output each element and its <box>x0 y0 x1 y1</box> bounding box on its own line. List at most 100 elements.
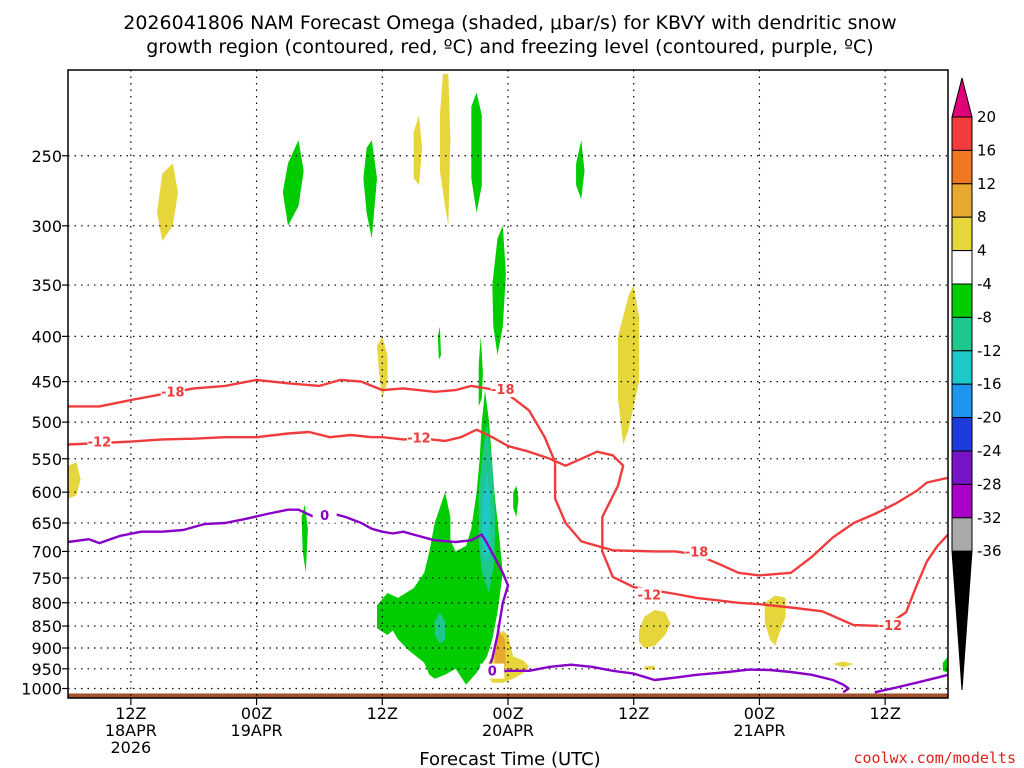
x-tick-label-0-0: 12Z <box>115 704 146 723</box>
omega-area-18 <box>513 485 519 517</box>
omega-area-24 <box>832 661 854 668</box>
colorbar-bin-14 <box>951 550 973 691</box>
contour-label-0-1: -18 <box>491 383 515 398</box>
ground <box>68 693 948 698</box>
omega-area-0 <box>157 163 178 241</box>
colorbar-bin-4 <box>951 216 973 252</box>
contour-label-1-1: -12 <box>407 432 431 447</box>
colorbar-bin-3 <box>951 183 973 218</box>
colorbar-label-3: 8 <box>977 208 987 226</box>
omega-area-10 <box>618 285 639 445</box>
x-tick-label-1-1: 19APR <box>231 721 283 740</box>
y-axis: 250 300 350 400 450 500 550 600 650 700 750 800 850 9… <box>21 147 68 699</box>
y-tick-label-350: 350 <box>31 276 62 295</box>
contour-lines: -18 -18 -18 -12 -12 -12 -12 0 0 <box>67 378 949 694</box>
omega-area-13 <box>377 390 503 685</box>
contour-label-bg <box>87 434 112 450</box>
omega-area-3 <box>413 115 423 186</box>
x-tick-label-5-0: 00Z <box>744 704 775 723</box>
omega-area-21 <box>639 609 671 648</box>
colorbar-label-13: -36 <box>977 542 1002 560</box>
omega-area-17 <box>434 612 446 644</box>
colorbar-bin-2 <box>951 149 973 185</box>
x-tick-label-4-0: 12Z <box>618 704 649 723</box>
y-tick-label-600: 600 <box>31 483 62 502</box>
colorbar-label-0: 20 <box>977 108 996 126</box>
y-tick-label-850: 850 <box>31 617 62 636</box>
contour-label-bg <box>406 430 431 446</box>
colorbar-bin-0 <box>951 77 973 118</box>
y-tick-label-500: 500 <box>31 413 62 432</box>
contour-label-bg <box>160 384 185 400</box>
y-tick-label-550: 550 <box>31 450 62 469</box>
y-tick-label-300: 300 <box>31 217 62 236</box>
colorbar-label-7: -12 <box>977 342 1002 360</box>
colorbar-bin-1 <box>951 116 973 151</box>
colorbar-bin-13 <box>951 517 973 552</box>
colorbar-bin-12 <box>951 483 973 519</box>
y-tick-label-750: 750 <box>31 569 62 588</box>
y-tick-label-950: 950 <box>31 660 62 679</box>
x-tick-label-0-2: 2026 <box>110 738 151 757</box>
contour-label-2-0: 0 <box>320 509 329 524</box>
contour-label-bg <box>878 618 903 634</box>
omega-area-9 <box>437 326 441 360</box>
x-tick-label-2-0: 12Z <box>367 704 398 723</box>
omega-shading <box>68 73 948 685</box>
x-tick-label-5-1: 21APR <box>733 721 785 740</box>
colorbar-label-11: -28 <box>977 475 1002 493</box>
contour-line-0 <box>68 378 949 577</box>
chart-title-line-1: 2026041806 NAM Forecast Omega (shaded, μ… <box>123 12 896 34</box>
contour-label-bg <box>684 544 709 560</box>
colorbar-bin-7 <box>951 316 973 352</box>
omega-area-23 <box>764 595 786 646</box>
contour-label-2-1: 0 <box>488 665 497 680</box>
colorbar-label-12: -32 <box>977 509 1002 527</box>
contour-label-bg <box>480 663 505 679</box>
x-tick-label-6-0: 12Z <box>869 704 900 723</box>
contour-label-0-0: -18 <box>161 386 185 401</box>
colorbar-bin-9 <box>951 383 973 419</box>
y-tick-label-400: 400 <box>31 327 62 346</box>
omega-area-5 <box>471 92 482 213</box>
colorbar-bin-6 <box>951 283 973 318</box>
colorbar-label-6: -8 <box>977 308 992 326</box>
grid-lines <box>68 70 948 698</box>
y-tick-label-250: 250 <box>31 147 62 166</box>
contour-label-1-0: -12 <box>88 435 112 450</box>
contour-label-bg <box>637 587 662 603</box>
colorbar-label-10: -24 <box>977 442 1002 460</box>
x-tick-label-0-1: 18APR <box>105 721 157 740</box>
omega-area-7 <box>492 225 506 356</box>
omega-area-8 <box>377 336 388 399</box>
colorbar-label-2: 12 <box>977 175 996 193</box>
omega-area-1 <box>282 140 304 226</box>
colorbar-label-8: -16 <box>977 375 1002 393</box>
contour-line-1 <box>67 428 949 628</box>
credit-text: coolwx.com/modelts <box>853 749 1016 767</box>
colorbar-bin-8 <box>951 350 973 385</box>
contour-label-1-3: -12 <box>879 619 903 634</box>
colorbar-bin-5 <box>951 250 973 285</box>
y-tick-label-650: 650 <box>31 514 62 533</box>
omega-area-14 <box>478 336 483 407</box>
x-tick-label-1-0: 00Z <box>241 704 272 723</box>
contour-line-2 <box>67 508 850 694</box>
x-tick-label-3-0: 00Z <box>492 704 523 723</box>
y-tick-label-700: 700 <box>31 542 62 561</box>
contour-label-bg <box>312 507 337 523</box>
y-tick-label-800: 800 <box>31 594 62 613</box>
omega-area-6 <box>576 140 585 200</box>
omega-area-11 <box>68 462 81 499</box>
x-tick-label-3-1: 20APR <box>482 721 534 740</box>
ground-strip <box>68 693 948 698</box>
contour-line-3 <box>874 673 949 694</box>
colorbar-label-5: -4 <box>977 275 992 293</box>
omega-area-12 <box>301 504 308 573</box>
colorbar-bin-11 <box>951 450 973 485</box>
colorbar-bin-10 <box>951 417 973 452</box>
chart-title-line-2: growth region (contoured, red, ºC) and f… <box>146 36 873 58</box>
y-tick-label-1000: 1000 <box>21 680 62 699</box>
